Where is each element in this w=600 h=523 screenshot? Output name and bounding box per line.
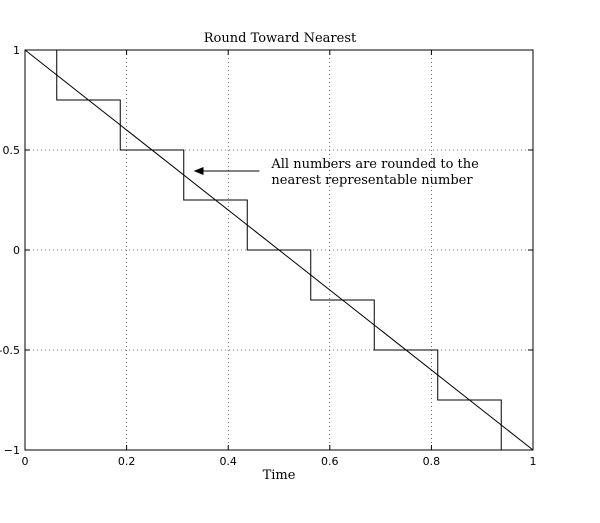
x-tick-label: 0.6: [321, 455, 339, 468]
annotation-text-line: All numbers are rounded to the: [270, 157, 479, 172]
x-tick-label: 0: [22, 455, 29, 468]
y-tick-label: −1: [4, 444, 20, 457]
rounded-staircase-line: [56, 50, 502, 450]
x-axis-label: Time: [263, 468, 296, 483]
y-tick-label: 0: [13, 244, 20, 257]
x-tick-label: 0.2: [118, 455, 136, 468]
x-tick-label: 1: [530, 455, 537, 468]
annotation-text-line: nearest representable number: [271, 173, 473, 188]
plot-series: [24, 49, 534, 451]
chart-title: Round Toward Nearest: [204, 31, 357, 46]
grid-lines: [25, 50, 533, 450]
x-tick-label: 0.4: [219, 455, 237, 468]
y-tick-label: 1: [13, 44, 20, 57]
y-tick-label: -0.5: [0, 344, 20, 357]
x-tick-label: 0.8: [423, 455, 441, 468]
y-tick-label: 0.5: [3, 144, 21, 157]
axis-ticks: 0 0.2 0.4 0.6 0.8 1 −1 -0.5 0 0.5 1: [0, 44, 537, 468]
